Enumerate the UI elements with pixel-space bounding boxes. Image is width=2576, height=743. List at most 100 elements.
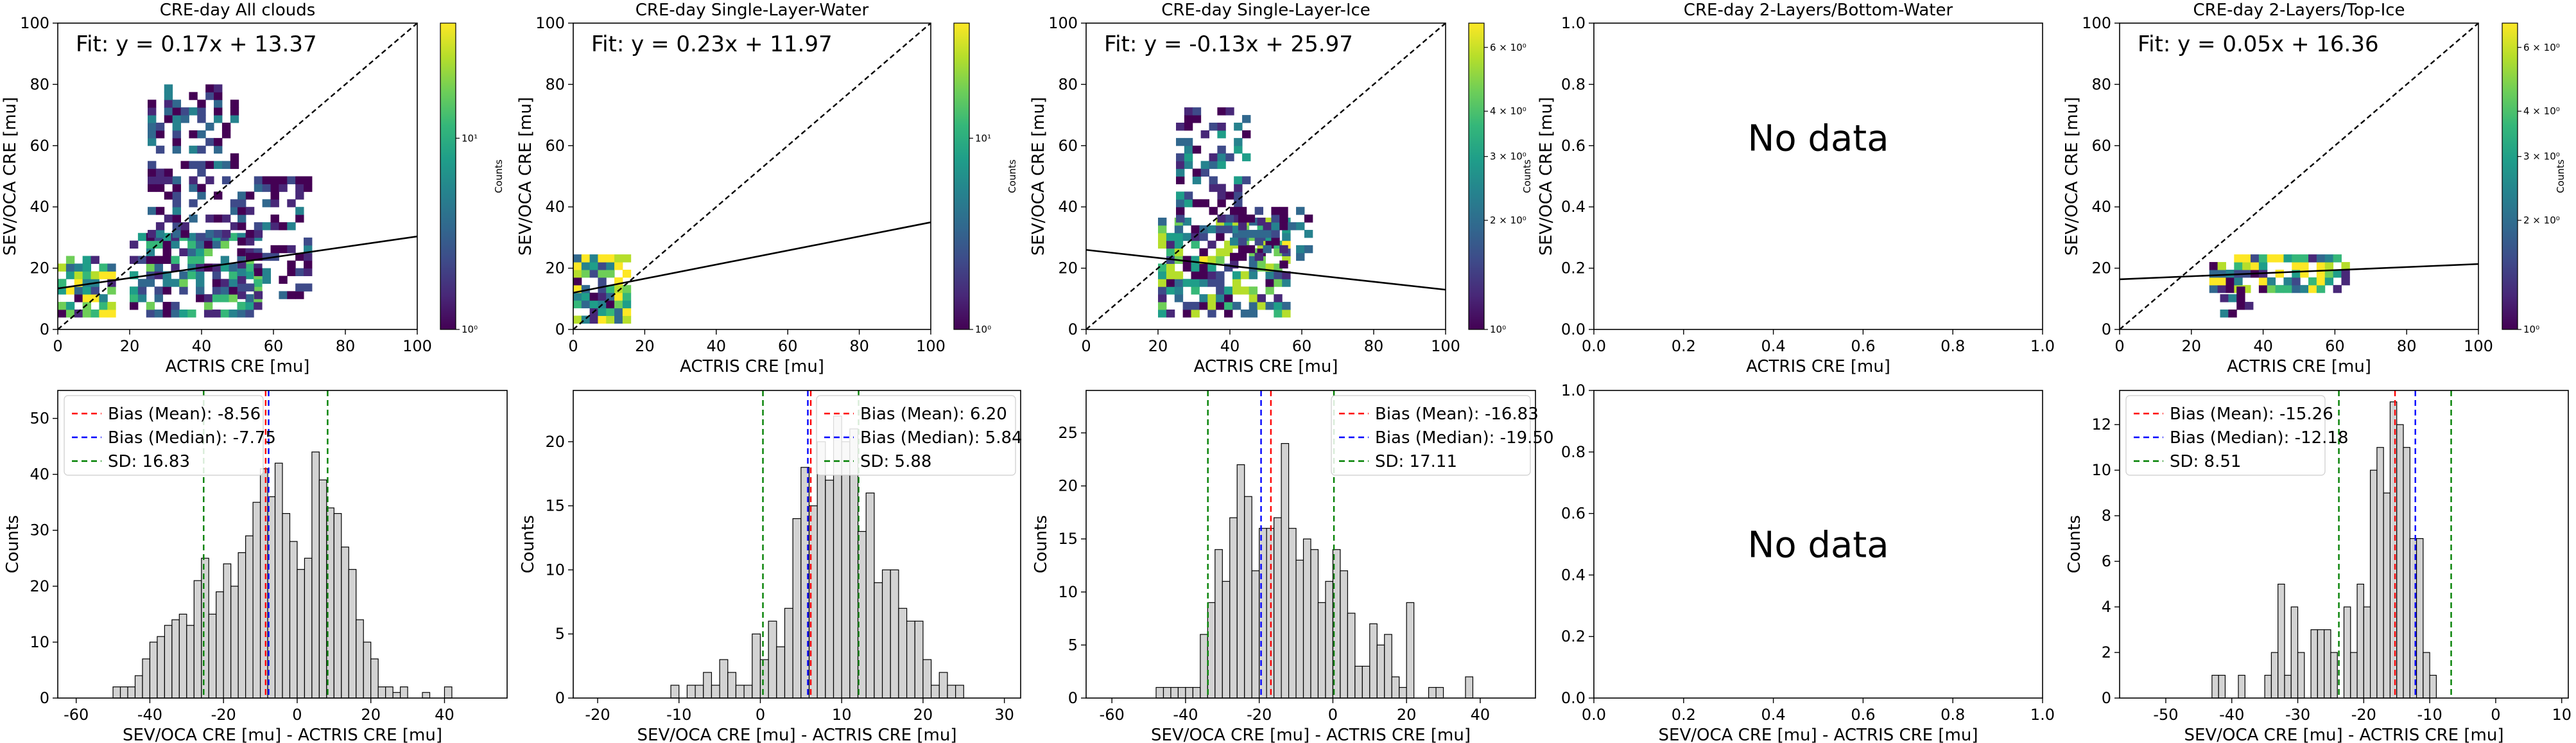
- heatmap-cell: [65, 263, 75, 272]
- heatmap-cell: [65, 302, 75, 310]
- y-tick-label: 20: [545, 259, 565, 277]
- heatmap-cell: [107, 302, 116, 310]
- heatmap-cell: [622, 269, 632, 278]
- heatmap-cell: [1200, 168, 1210, 177]
- histogram-bar: [1288, 528, 1297, 699]
- y-tick-label: 8: [2102, 507, 2111, 525]
- histogram-bar: [1229, 517, 1238, 699]
- heatmap-cell: [196, 248, 205, 257]
- histogram-bar: [112, 686, 121, 699]
- plot-frame: [1085, 22, 1446, 330]
- heatmap-cell: [221, 176, 231, 184]
- heatmap-cell: [1274, 309, 1283, 318]
- heatmap-cell: [2292, 277, 2301, 286]
- heatmap-cell: [1207, 309, 1216, 318]
- histogram-bar: [193, 580, 202, 699]
- heatmap-cell: [598, 254, 607, 263]
- heatmap-cell: [295, 283, 304, 292]
- histogram-bar: [392, 692, 401, 699]
- heatmap-cell: [2226, 284, 2235, 293]
- heatmap-cell: [154, 286, 164, 295]
- heatmap-cell: [1199, 279, 1208, 287]
- histogram-panel: -60 -40 -20 0 20 40 0 10 20 30 40 50 SEV/OCA CRE [mu…: [3, 390, 508, 743]
- heatmap-cell: [238, 268, 246, 277]
- heatmap-cell: [214, 100, 223, 108]
- heatmap-cell: [203, 248, 213, 257]
- colorbar-tick-label: 10¹: [462, 132, 478, 144]
- x-tick-label: 40: [192, 337, 212, 355]
- heatmap-cell: [171, 256, 180, 264]
- y-tick-label: 0: [555, 320, 565, 338]
- heatmap-cell: [2217, 269, 2226, 278]
- legend-entry: Bias (Mean): -16.83: [1375, 405, 1539, 424]
- heatmap-cell: [1224, 302, 1233, 310]
- heatmap-cell: [254, 279, 263, 287]
- heatmap-cell: [2234, 262, 2243, 270]
- heatmap-cell: [229, 263, 238, 272]
- heatmap-cell: [155, 176, 165, 184]
- y-tick-label: 0.8: [1561, 443, 1586, 461]
- heatmap-cell: [254, 268, 263, 277]
- heatmap-cell: [212, 271, 221, 279]
- heatmap-cell: [1166, 232, 1175, 241]
- colorbar-label: Counts: [2555, 159, 2566, 193]
- heatmap-cell: [2316, 269, 2326, 278]
- histogram-bar: [930, 685, 940, 699]
- x-tick-label: 20: [635, 337, 655, 355]
- heatmap-cell: [162, 302, 171, 310]
- heatmap-cell: [606, 315, 615, 324]
- heatmap-cell: [2300, 262, 2309, 270]
- heatmap-cell: [2226, 269, 2235, 278]
- y-axis-label: SEV/OCA CRE [mu]: [516, 97, 535, 256]
- heatmap-cell: [1158, 279, 1167, 287]
- heatmap-cell: [171, 263, 180, 272]
- histogram-bar: [1391, 676, 1400, 699]
- heatmap-cell: [205, 229, 214, 238]
- heatmap-cell: [304, 260, 313, 269]
- heatmap-cell: [1158, 294, 1167, 302]
- x-tick-label: 0: [292, 706, 302, 724]
- heatmap-cell: [221, 161, 231, 170]
- heatmap-cell: [606, 269, 615, 278]
- heatmap-cell: [162, 248, 171, 257]
- y-tick-label: 1.0: [1561, 14, 1586, 32]
- heatmap-cell: [295, 252, 304, 261]
- heatmap-cell: [1249, 294, 1258, 302]
- heatmap-cell: [1279, 207, 1288, 215]
- heatmap-cell: [1230, 207, 1239, 215]
- heatmap-cell: [82, 256, 92, 264]
- heatmap-cell: [589, 254, 598, 263]
- heatmap-cell: [205, 123, 214, 131]
- y-tick-label: 0: [1068, 320, 1078, 338]
- heatmap-cell: [172, 145, 182, 154]
- histogram-bar: [2310, 629, 2318, 699]
- heatmap-cell: [1282, 232, 1291, 241]
- heatmap-cell: [1240, 309, 1250, 318]
- heatmap-cell: [2267, 277, 2276, 286]
- heatmap-cell: [262, 268, 272, 277]
- heatmap-cell: [2209, 262, 2218, 270]
- colorbar-tick-label: 10⁰: [1490, 324, 1506, 335]
- heatmap-cell: [1242, 115, 1251, 123]
- x-tick-label: 30: [994, 706, 1014, 724]
- heatmap-cell: [2217, 284, 2226, 293]
- heatmap-cell: [148, 115, 157, 123]
- heatmap-cell: [2228, 294, 2237, 302]
- heatmap-cell: [1176, 176, 1185, 184]
- colorbar-label: Counts: [1007, 159, 1018, 193]
- heatmap-cell: [1240, 271, 1250, 279]
- heatmap-cell: [205, 84, 214, 92]
- heatmap-cell: [270, 214, 279, 223]
- heatmap-cell: [1296, 222, 1305, 231]
- y-tick-label: 10: [2091, 461, 2111, 479]
- fit-line: [58, 235, 417, 290]
- x-tick-label: -20: [2351, 706, 2376, 724]
- y-tick-label: 100: [2082, 14, 2111, 32]
- x-tick-label: -10: [2417, 706, 2442, 724]
- heatmap-cell: [221, 123, 231, 131]
- heatmap-cell: [65, 309, 75, 318]
- heatmap-cell: [1174, 271, 1184, 279]
- y-tick-label: 0.4: [1561, 566, 1586, 584]
- x-tick-label: 0: [1081, 337, 1091, 355]
- histogram-bar: [252, 502, 261, 699]
